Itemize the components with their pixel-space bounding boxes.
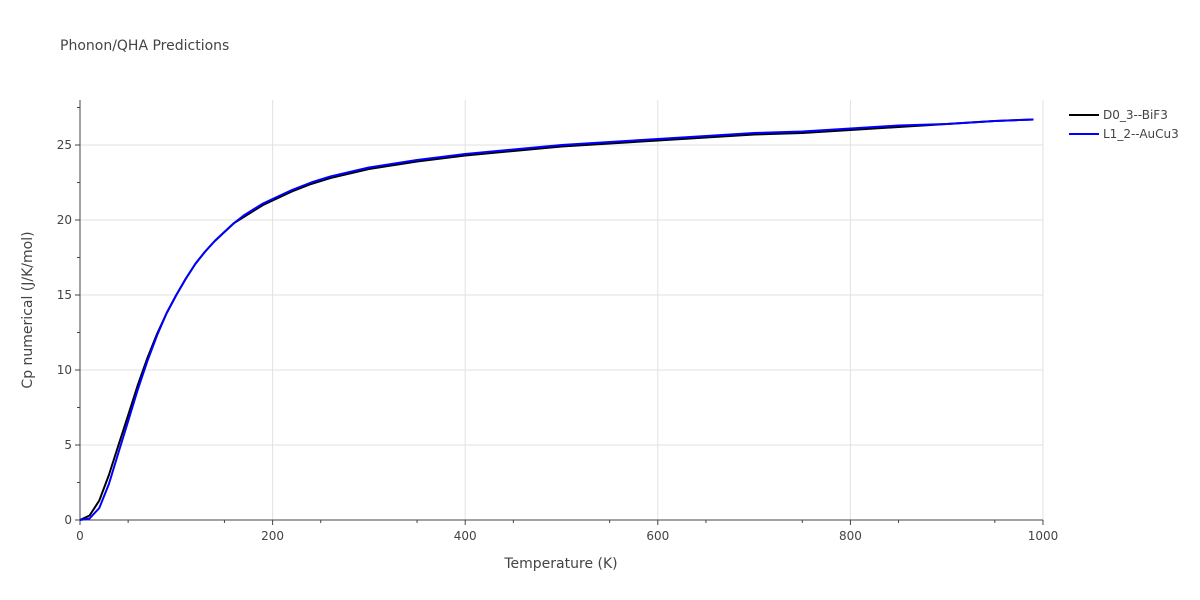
- x-tick-label: 400: [454, 529, 477, 543]
- y-tick-label: 0: [64, 513, 72, 527]
- legend-item-2[interactable]: L1_2--AuCu3: [1069, 127, 1179, 141]
- legend-label: L1_2--AuCu3: [1103, 127, 1179, 141]
- legend[interactable]: D0_3--BiF3 L1_2--AuCu3: [1069, 108, 1179, 141]
- y-tick-label: 5: [64, 438, 72, 452]
- axes-layer: 0 200 400 600 800 1000 0 5 10 15 20 25: [57, 100, 1059, 543]
- y-tick-label: 10: [57, 363, 72, 377]
- x-tick-label: 800: [839, 529, 862, 543]
- x-tick-label: 0: [76, 529, 84, 543]
- y-tick-label: 20: [57, 213, 72, 227]
- series-line-1: [79, 118, 1034, 521]
- grid-layer: [80, 100, 1044, 520]
- x-tick-label: 200: [261, 529, 284, 543]
- x-axis-title: Temperature (K): [503, 556, 617, 572]
- y-tick-label: 25: [57, 138, 72, 152]
- y-axis-title: Cp numerical (J/K/mol): [20, 231, 36, 388]
- legend-item-1[interactable]: D0_3--BiF3: [1069, 108, 1168, 122]
- x-tick-label: 600: [646, 529, 669, 543]
- y-tick-label: 15: [57, 288, 72, 302]
- series-layer: [79, 118, 1034, 521]
- x-tick-label: 1000: [1028, 529, 1059, 543]
- chart-title: Phonon/QHA Predictions: [60, 38, 229, 54]
- series-line-2: [79, 118, 1034, 521]
- legend-label: D0_3--BiF3: [1103, 108, 1168, 122]
